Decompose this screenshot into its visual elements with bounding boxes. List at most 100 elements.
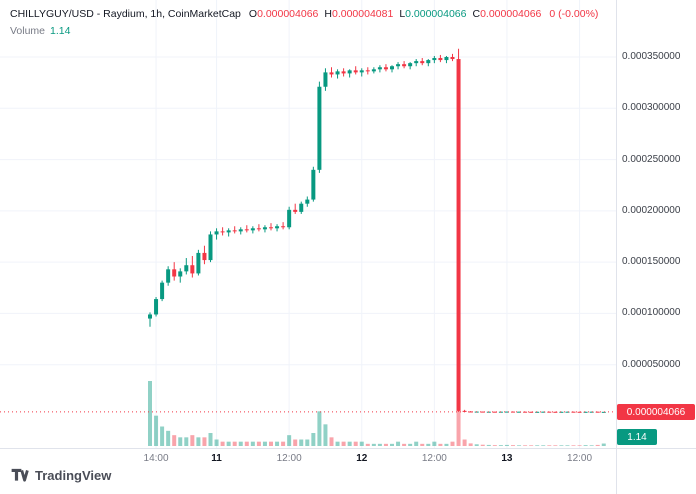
candle-body: [275, 226, 280, 229]
candle-body: [426, 60, 431, 64]
candle-body: [408, 63, 413, 67]
volume-bar: [408, 443, 413, 446]
tradingview-brand-text: TradingView: [35, 468, 112, 483]
low-value: 0.000004066: [405, 8, 467, 20]
symbol-title[interactable]: CHILLYGUY/USD - Raydium, 1h, CoinMarketC…: [10, 8, 241, 20]
volume-bar: [166, 430, 171, 446]
current-volume-label: 1.14: [617, 429, 657, 445]
volume-bar: [329, 437, 334, 446]
volume-bar: [565, 445, 570, 446]
volume-bar: [226, 441, 231, 446]
candle-body: [347, 70, 352, 74]
tradingview-attribution[interactable]: TradingView: [10, 468, 111, 483]
volume-bar: [293, 439, 298, 446]
x-axis-label: 13: [501, 453, 513, 464]
volume-bar: [184, 437, 189, 446]
candle-body: [196, 252, 201, 274]
volume-bar: [250, 441, 255, 446]
tradingview-logo-icon: [11, 468, 29, 482]
volume-bar: [577, 445, 582, 446]
volume-bar: [529, 445, 534, 446]
volume-bar: [414, 441, 419, 446]
candle-body: [262, 227, 267, 230]
candle-body: [553, 411, 558, 413]
chart-legend: CHILLYGUY/USD - Raydium, 1h, CoinMarketC…: [10, 8, 598, 37]
volume-bar: [214, 439, 219, 446]
candle-body: [468, 411, 473, 413]
candle-body: [178, 271, 183, 277]
volume-bar: [553, 445, 558, 446]
volume-bar: [601, 443, 606, 446]
candle-body: [335, 71, 340, 75]
volume-bar: [148, 381, 152, 446]
volume-bar: [511, 445, 515, 446]
volume-bar: [504, 444, 509, 446]
volume-bar: [196, 437, 201, 446]
volume-bar: [178, 437, 183, 446]
candle-body: [208, 234, 213, 261]
candle-body: [244, 229, 249, 231]
candle-body: [269, 227, 273, 229]
open-label: O: [248, 8, 258, 20]
x-axis-label: 12:00: [276, 453, 302, 464]
volume-bar: [498, 445, 503, 446]
candle-body: [287, 209, 292, 228]
volume-bar: [275, 441, 280, 446]
candle-body: [565, 411, 570, 413]
volume-bar: [456, 389, 461, 446]
price-axis[interactable]: 0.000350000 0.000300000 0.000250000 0.00020…: [617, 0, 696, 448]
current-price-label: 0.000004066: [617, 404, 695, 420]
candle-body: [595, 411, 600, 413]
candle-body: [541, 411, 546, 413]
candle-body: [583, 411, 588, 413]
volume-bar: [547, 445, 552, 446]
volume-bar: [262, 441, 267, 446]
candle-body: [559, 411, 564, 413]
x-axis-label: 14:00: [143, 453, 169, 464]
candle-body: [589, 411, 594, 413]
volume-bar: [402, 443, 407, 446]
candle-body: [184, 265, 189, 272]
volume-bar: [535, 445, 540, 446]
candle-body: [281, 226, 286, 228]
volume-bar: [359, 441, 364, 446]
volume-bar: [299, 439, 304, 446]
candle-body: [166, 269, 171, 283]
candle-body: [238, 229, 243, 232]
volume-value: 1.14: [50, 25, 71, 37]
candle-body: [154, 299, 159, 315]
volume-row: Volume 1.14: [10, 25, 598, 37]
volume-bar: [341, 441, 346, 446]
volume-bar: [347, 441, 352, 446]
candle-body: [480, 411, 485, 413]
high-label: H: [324, 8, 332, 20]
volume-bar: [462, 439, 467, 446]
volume-bar: [232, 441, 237, 446]
candle-body: [311, 169, 316, 200]
candle-body: [456, 59, 461, 411]
y-axis-label: 0.000150000: [622, 256, 681, 268]
candle-body: [517, 411, 522, 413]
volume-bar: [444, 443, 449, 446]
volume-bar: [383, 443, 388, 446]
volume-bar: [450, 441, 455, 446]
volume-bar: [595, 444, 600, 446]
candle-body: [438, 58, 443, 61]
x-axis-label: 12:00: [567, 453, 593, 464]
candle-body: [190, 265, 195, 274]
candle-body: [535, 411, 540, 413]
x-axis-label: 11: [211, 453, 222, 464]
volume-bar: [317, 411, 322, 446]
volume-bar: [287, 435, 292, 446]
time-axis[interactable]: 14:00 11 12:00 12 12:00 13 12:00: [0, 449, 616, 471]
candle-body: [341, 71, 346, 74]
candle-body: [293, 209, 298, 212]
volume-bar: [154, 415, 159, 446]
high-value: 0.000004081: [331, 8, 394, 20]
candle-body: [420, 61, 425, 64]
volume-bar: [208, 433, 213, 446]
close-group: C0.000004066: [472, 8, 541, 20]
candle-body: [577, 411, 582, 413]
volume-bar: [559, 445, 564, 446]
